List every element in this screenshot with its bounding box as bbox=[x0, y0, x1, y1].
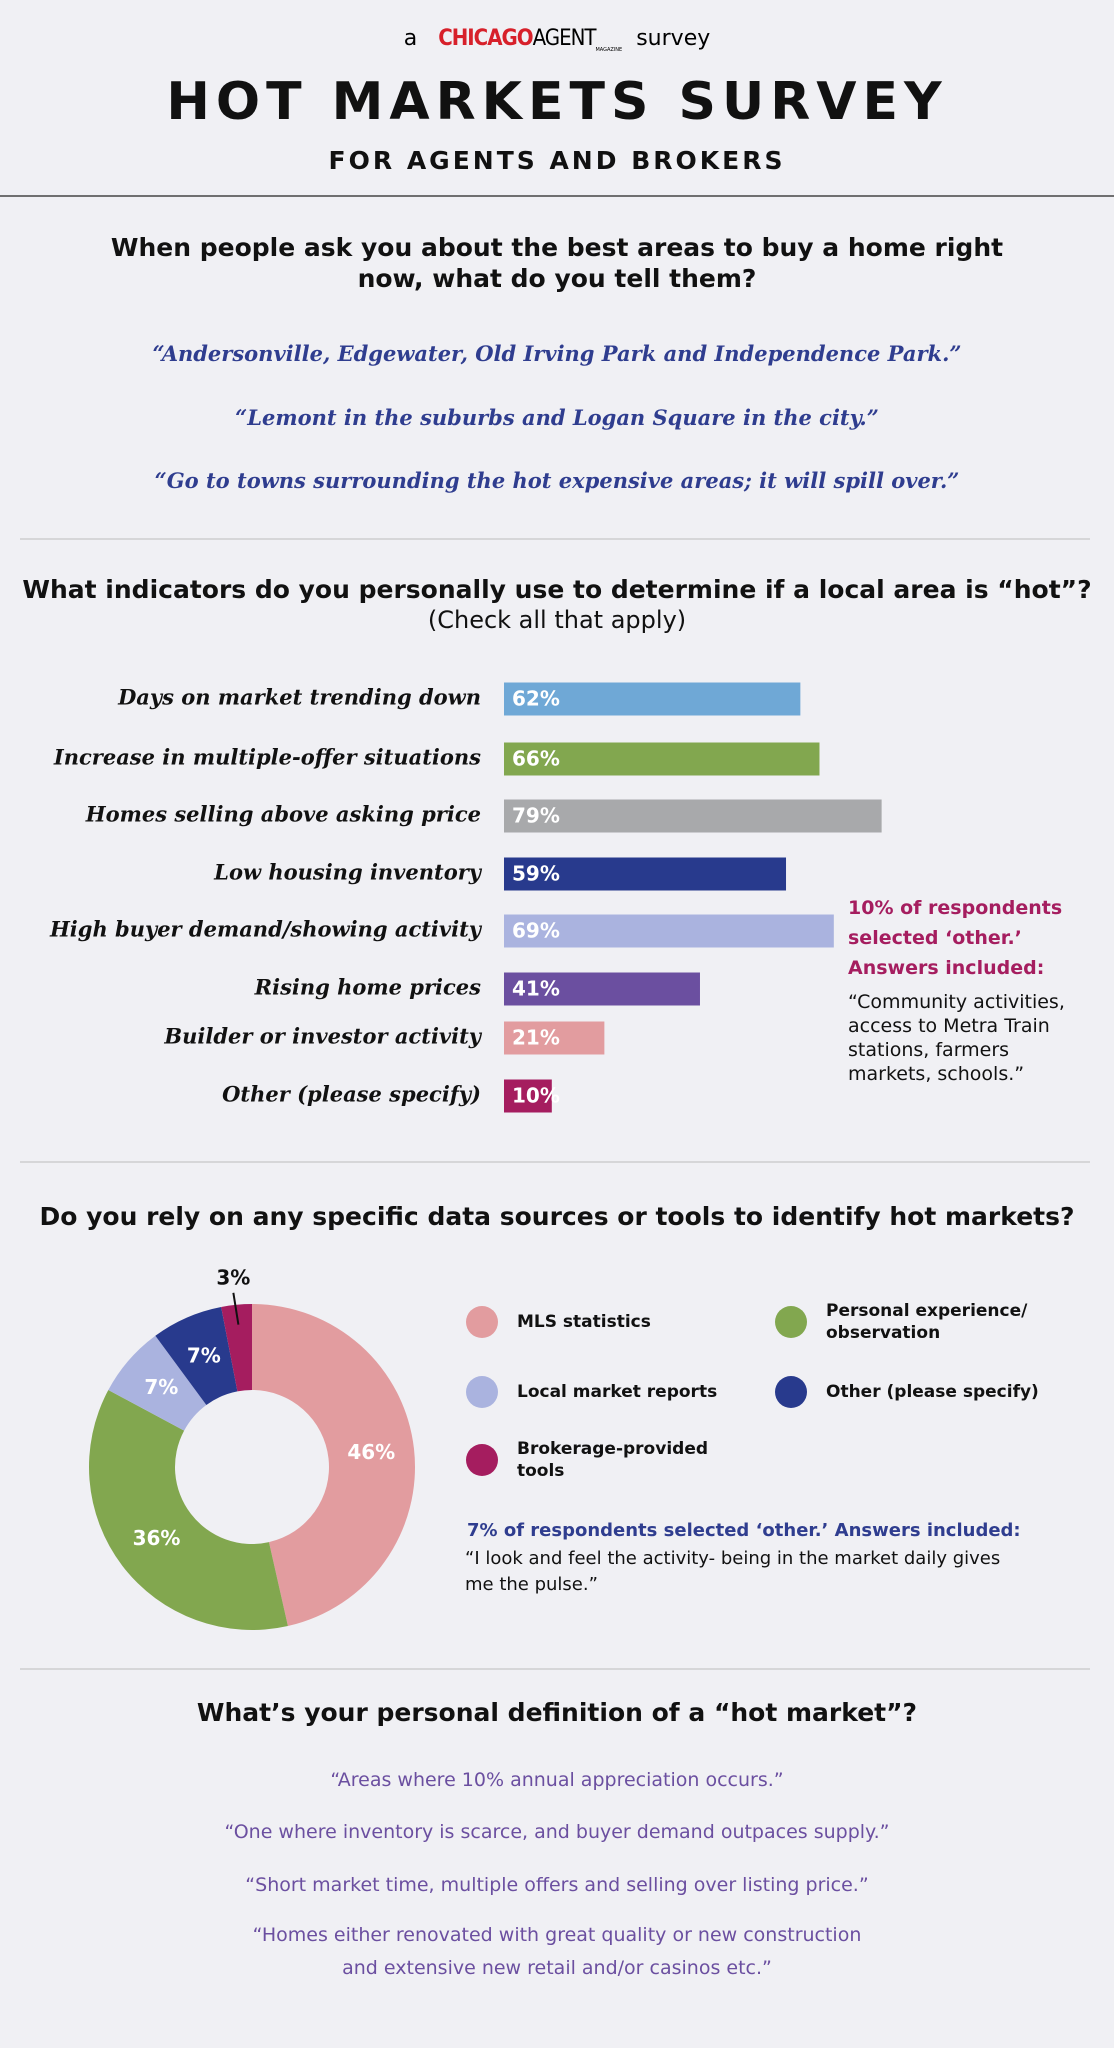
value-label: 3% bbox=[216, 1265, 250, 1289]
bar-label: Low housing inventory bbox=[213, 860, 483, 885]
value-label: 7% bbox=[187, 1344, 221, 1368]
value-label: 10% bbox=[512, 1084, 560, 1108]
note-title: 7% of respondents selected ‘other.’ Answ… bbox=[467, 1520, 1021, 1541]
quote: “Lemont in the suburbs and Logan Square … bbox=[235, 405, 879, 430]
value-label: 66% bbox=[512, 747, 560, 771]
donut-slice bbox=[155, 1306, 238, 1405]
logo-small: MAGAZINE bbox=[595, 47, 623, 53]
note-text: “Community activities, access to Metra T… bbox=[848, 991, 1065, 1085]
value-label: 41% bbox=[512, 977, 560, 1001]
value-label: 79% bbox=[512, 804, 560, 828]
value-label: 62% bbox=[512, 687, 560, 711]
quote: “Homes either renovated with great quali… bbox=[252, 1924, 862, 1979]
bar-label: Builder or investor activity bbox=[163, 1024, 482, 1049]
bar bbox=[504, 1021, 605, 1055]
bar bbox=[504, 972, 700, 1006]
donut-slice bbox=[252, 1304, 415, 1626]
value-label: 46% bbox=[347, 1440, 395, 1464]
brand-post: survey bbox=[636, 26, 711, 51]
legend-swatch bbox=[775, 1306, 807, 1338]
donut-slice bbox=[221, 1304, 252, 1392]
legend-swatch bbox=[775, 1376, 807, 1408]
bar bbox=[504, 1079, 552, 1113]
bar-label: Other (please specify) bbox=[222, 1082, 481, 1107]
bar-label: Rising home prices bbox=[254, 975, 482, 1000]
question: When people ask you about the best areas… bbox=[110, 233, 1004, 293]
bar-label: Days on market trending down bbox=[117, 685, 481, 710]
legend-label: Personal experience/ observation bbox=[826, 1301, 1028, 1343]
title: HOT MARKETS SURVEY bbox=[166, 72, 948, 132]
legend-swatch bbox=[466, 1376, 498, 1408]
value-label: 69% bbox=[512, 919, 560, 943]
donut-slice bbox=[88, 1390, 288, 1630]
question: What’s your personal definition of a “ho… bbox=[196, 1698, 918, 1727]
legend-label: Brokerage-provided tools bbox=[517, 1439, 709, 1481]
quote: “One where inventory is scarce, and buye… bbox=[224, 1821, 890, 1843]
bar bbox=[504, 682, 801, 716]
legend-swatch bbox=[466, 1444, 498, 1476]
bar-label: Homes selling above asking price bbox=[85, 802, 481, 827]
logo-red: CHICAGO bbox=[438, 26, 533, 51]
value-label: 7% bbox=[144, 1375, 178, 1399]
bar bbox=[504, 799, 882, 833]
quote: “Short market time, multiple offers and … bbox=[245, 1874, 869, 1896]
question: Do you rely on any specific data sources… bbox=[39, 1202, 1075, 1231]
subtitle: FOR AGENTS AND BROKERS bbox=[328, 146, 786, 175]
donut-slice bbox=[108, 1335, 207, 1431]
instruction: (Check all that apply) bbox=[427, 606, 687, 634]
bar bbox=[504, 742, 820, 776]
logo-black: AGENT bbox=[532, 26, 597, 51]
legend-label: Local market reports bbox=[517, 1382, 718, 1402]
legend-label: MLS statistics bbox=[517, 1312, 651, 1332]
bar bbox=[504, 857, 787, 891]
note-text: “I look and feel the activity- being in … bbox=[465, 1548, 1001, 1595]
bar-label: High buyer demand/showing activity bbox=[49, 917, 483, 942]
quote: “Andersonville, Edgewater, Old Irving Pa… bbox=[152, 341, 962, 366]
legend-label: Other (please specify) bbox=[826, 1382, 1039, 1402]
value-label: 36% bbox=[133, 1526, 181, 1550]
note-title: 10% of respondents selected ‘other.’ Ans… bbox=[848, 897, 1063, 979]
quote: “Go to towns surrounding the hot expensi… bbox=[154, 468, 960, 493]
quote: “Areas where 10% annual appreciation occ… bbox=[330, 1769, 784, 1791]
value-label: 21% bbox=[512, 1026, 560, 1050]
bar bbox=[504, 914, 834, 948]
legend-swatch bbox=[466, 1306, 498, 1338]
brand-line: a CHICAGOAGENTMAGAZINE survey bbox=[0, 26, 1114, 53]
bar-label: Increase in multiple-offer situations bbox=[53, 745, 481, 770]
brand-pre: a bbox=[403, 26, 418, 51]
question: What indicators do you personally use to… bbox=[22, 575, 1092, 604]
value-label: 59% bbox=[512, 862, 560, 886]
leader-line bbox=[232, 1292, 240, 1325]
